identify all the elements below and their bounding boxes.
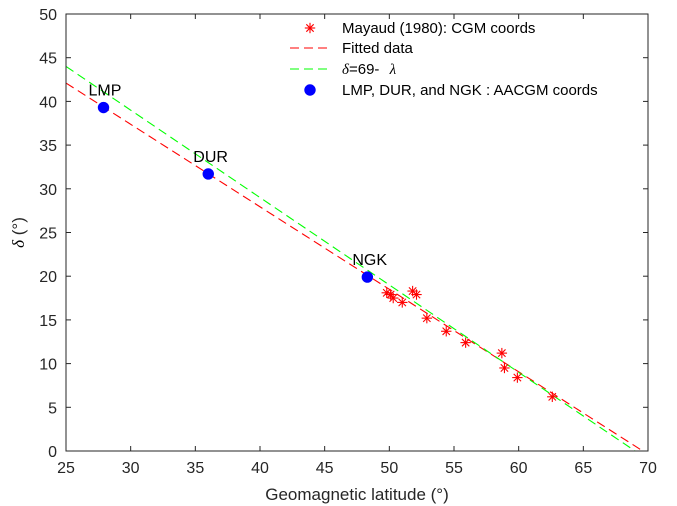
x-axis-title: Geomagnetic latitude (°) <box>265 485 449 504</box>
cgm-point <box>512 372 523 383</box>
legend-label-cgm: Mayaud (1980): CGM coords <box>342 20 535 37</box>
legend-label-stations: LMP, DUR, and NGK : AACGM coords <box>342 82 598 99</box>
station-label: DUR <box>193 149 228 166</box>
y-tick-label: 0 <box>48 444 57 461</box>
axes: 25 30 35 40 45 50 55 60 65 70 0 5 10 15 20 25 30 35 40 45 50 <box>39 7 657 477</box>
cgm-point <box>397 297 408 308</box>
x-tick-label: 70 <box>639 460 657 477</box>
y-tick-label: 45 <box>39 51 57 68</box>
y-tick-label: 50 <box>39 7 57 24</box>
y-tick-label: 25 <box>39 226 57 243</box>
y-tick-label: 10 <box>39 357 57 374</box>
station-label: NGK <box>352 252 387 269</box>
plot-area: LMP DUR NGK <box>65 65 644 452</box>
x-tick-label: 40 <box>251 460 269 477</box>
axes-box <box>65 13 649 452</box>
x-tick-label: 45 <box>316 460 334 477</box>
station-label: LMP <box>89 83 122 100</box>
legend-label-reference: δ=69- λ <box>342 61 397 78</box>
legend: Mayaud (1980): CGM coords Fitted data δ=69… <box>290 20 598 99</box>
x-tick-label: 60 <box>510 460 528 477</box>
x-tick-label: 25 <box>57 460 75 477</box>
y-axis-title: δ (°) <box>9 217 28 248</box>
cgm-point <box>499 362 510 374</box>
legend-label-fitted: Fitted data <box>342 40 414 57</box>
y-tick-label: 5 <box>48 400 57 417</box>
x-tick-label: 35 <box>186 460 204 477</box>
reference-line <box>65 65 636 452</box>
cgm-point <box>388 292 399 304</box>
fitted-line <box>65 82 644 452</box>
station-point <box>97 101 110 114</box>
cgm-point <box>411 289 422 300</box>
x-tick-label: 65 <box>574 460 592 477</box>
legend-station-marker <box>304 84 316 96</box>
cgm-point <box>547 391 558 403</box>
y-axis-unit: (°) <box>9 217 28 240</box>
station-point <box>361 271 374 283</box>
legend-cgm-marker <box>304 22 316 34</box>
station-point <box>202 168 214 180</box>
cgm-point <box>421 312 433 324</box>
x-tick-label: 30 <box>122 460 140 477</box>
y-axis-symbol: δ <box>9 239 28 248</box>
y-tick-label: 20 <box>39 269 57 286</box>
cgm-point <box>496 347 508 359</box>
y-tick-label: 15 <box>39 313 57 330</box>
x-tick-label: 50 <box>380 460 398 477</box>
cgm-point <box>441 326 452 337</box>
y-tick-label: 30 <box>39 182 57 199</box>
y-tick-label: 35 <box>39 138 57 155</box>
y-tick-label: 40 <box>39 94 57 111</box>
x-tick-label: 55 <box>445 460 463 477</box>
cgm-point <box>460 337 471 348</box>
